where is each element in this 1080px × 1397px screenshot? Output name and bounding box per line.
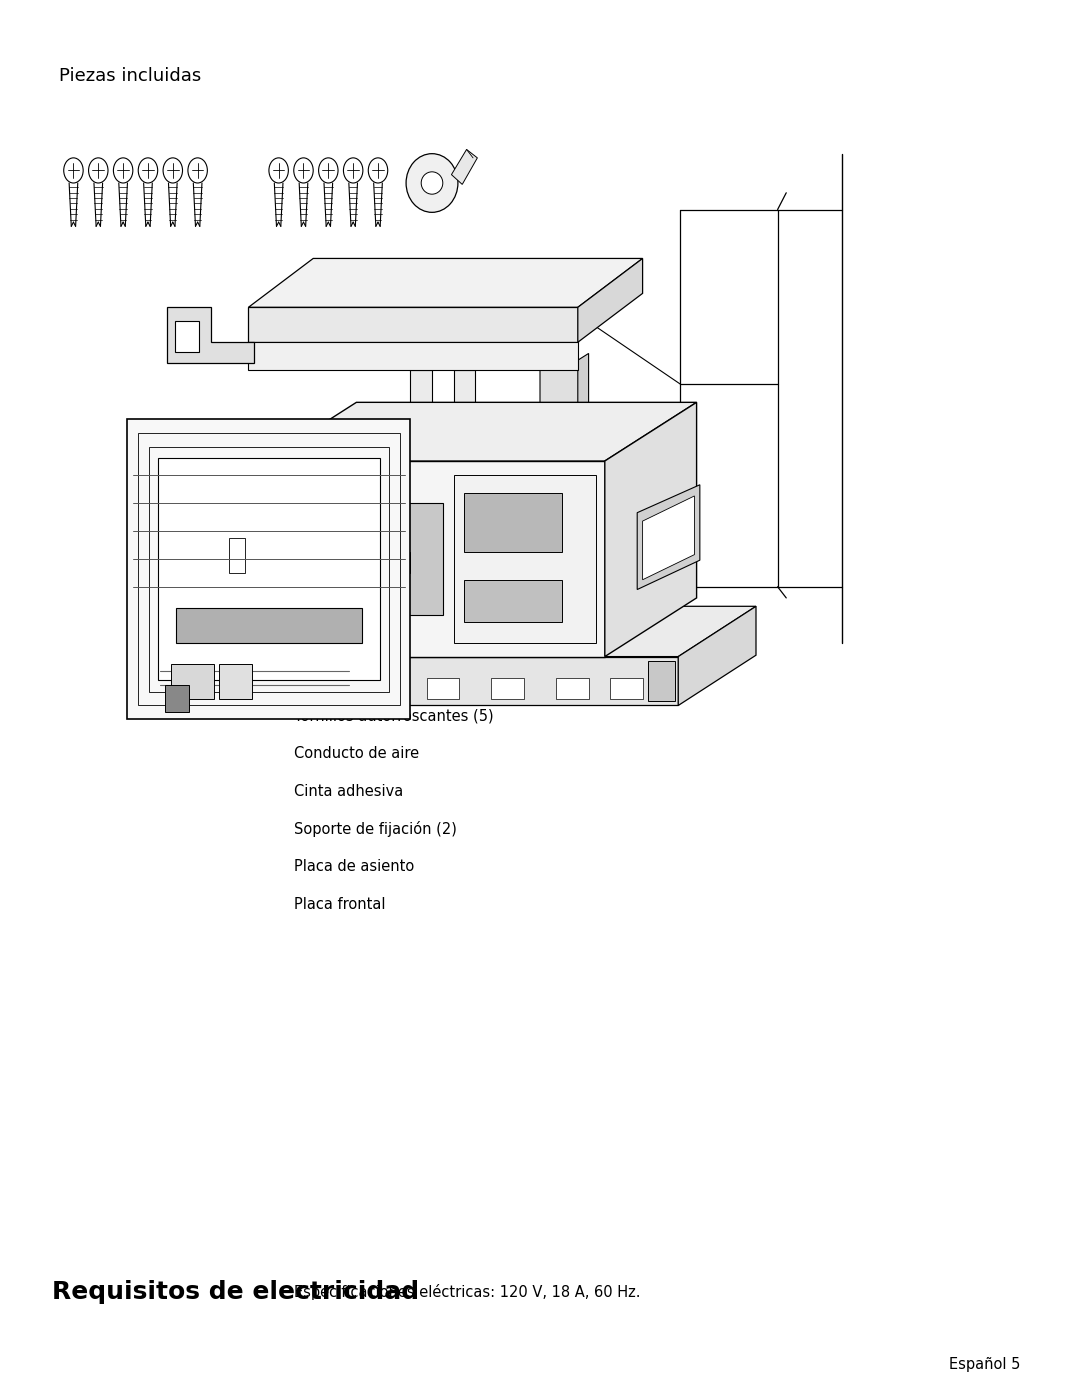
Ellipse shape bbox=[406, 154, 458, 212]
Polygon shape bbox=[643, 496, 694, 580]
Circle shape bbox=[113, 158, 133, 183]
Polygon shape bbox=[410, 489, 589, 510]
Bar bbox=[464, 493, 562, 552]
Polygon shape bbox=[578, 258, 643, 342]
Bar bbox=[165, 685, 189, 712]
Text: Conducto de aire: Conducto de aire bbox=[294, 746, 419, 761]
Text: Placa frontal: Placa frontal bbox=[294, 897, 386, 912]
Text: Placa de asiento: Placa de asiento bbox=[294, 859, 414, 875]
Polygon shape bbox=[256, 657, 678, 705]
Bar bbox=[319, 678, 351, 698]
Bar bbox=[373, 678, 405, 698]
Bar bbox=[464, 580, 562, 622]
Polygon shape bbox=[454, 475, 596, 643]
Polygon shape bbox=[410, 370, 432, 503]
Polygon shape bbox=[158, 458, 380, 680]
Bar bbox=[556, 678, 589, 698]
Bar bbox=[427, 678, 459, 698]
Ellipse shape bbox=[421, 172, 443, 194]
Text: Tornillos con cabeza Phillips (6): Tornillos con cabeza Phillips (6) bbox=[294, 671, 523, 686]
Text: Requisitos de electricidad: Requisitos de electricidad bbox=[52, 1280, 419, 1305]
Polygon shape bbox=[605, 402, 697, 657]
Bar bbox=[219, 664, 252, 698]
Polygon shape bbox=[637, 485, 700, 590]
Polygon shape bbox=[167, 307, 254, 363]
Circle shape bbox=[368, 158, 388, 183]
Polygon shape bbox=[308, 552, 410, 573]
Polygon shape bbox=[551, 353, 589, 503]
Polygon shape bbox=[540, 349, 578, 503]
Bar bbox=[491, 678, 524, 698]
Text: Tornillos autorroscantes (5): Tornillos autorroscantes (5) bbox=[294, 708, 494, 724]
Circle shape bbox=[269, 158, 288, 183]
Bar bbox=[175, 321, 199, 352]
Circle shape bbox=[138, 158, 158, 183]
Polygon shape bbox=[127, 419, 410, 719]
Bar bbox=[171, 664, 214, 698]
Polygon shape bbox=[678, 606, 756, 705]
Bar bbox=[224, 527, 254, 580]
Circle shape bbox=[343, 158, 363, 183]
Polygon shape bbox=[256, 606, 756, 657]
Polygon shape bbox=[451, 149, 477, 184]
Circle shape bbox=[319, 158, 338, 183]
Polygon shape bbox=[454, 370, 475, 503]
Polygon shape bbox=[265, 461, 605, 657]
Circle shape bbox=[89, 158, 108, 183]
Polygon shape bbox=[540, 482, 589, 503]
Text: Cinta adhesiva: Cinta adhesiva bbox=[294, 784, 403, 799]
Polygon shape bbox=[248, 342, 578, 370]
Polygon shape bbox=[176, 608, 362, 643]
Bar bbox=[610, 678, 643, 698]
Text: Piezas incluidas: Piezas incluidas bbox=[59, 67, 202, 85]
Circle shape bbox=[188, 158, 207, 183]
Polygon shape bbox=[281, 503, 443, 615]
Circle shape bbox=[163, 158, 183, 183]
Circle shape bbox=[64, 158, 83, 183]
Text: Soporte de fijación (2): Soporte de fijación (2) bbox=[294, 821, 457, 837]
Text: Especificaciones eléctricas: 120 V, 18 A, 60 Hz.: Especificaciones eléctricas: 120 V, 18 A… bbox=[294, 1284, 640, 1301]
Polygon shape bbox=[648, 661, 675, 701]
Polygon shape bbox=[248, 258, 643, 307]
Text: Español 5: Español 5 bbox=[949, 1356, 1021, 1372]
Polygon shape bbox=[265, 402, 697, 461]
Bar bbox=[229, 538, 245, 573]
Circle shape bbox=[294, 158, 313, 183]
Polygon shape bbox=[248, 307, 578, 342]
